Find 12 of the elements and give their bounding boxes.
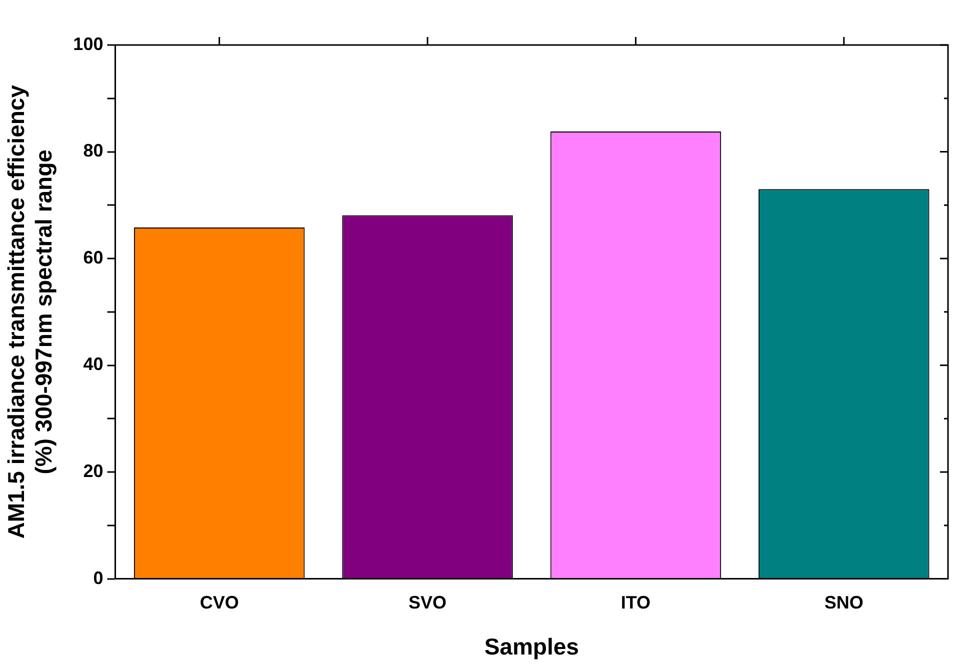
x-tick-label: SNO [824,592,864,613]
x-axis-title: Samples [484,634,579,660]
y-tick-label: 60 [83,247,104,268]
x-tick-label: SVO [408,592,447,613]
y-tick-label: 100 [73,34,104,54]
y-axis-title: AM1.5 irradiance transmittance efficiency (%) 300-997nm spectral range [3,84,57,539]
y-tick-label: 0 [93,568,104,588]
y-tick-label: 40 [83,354,104,374]
y-tick-label: 20 [83,461,104,482]
x-tick-label: ITO [620,592,651,613]
y-tick-label: 80 [83,140,104,161]
x-tick-label: CVO [200,592,239,613]
